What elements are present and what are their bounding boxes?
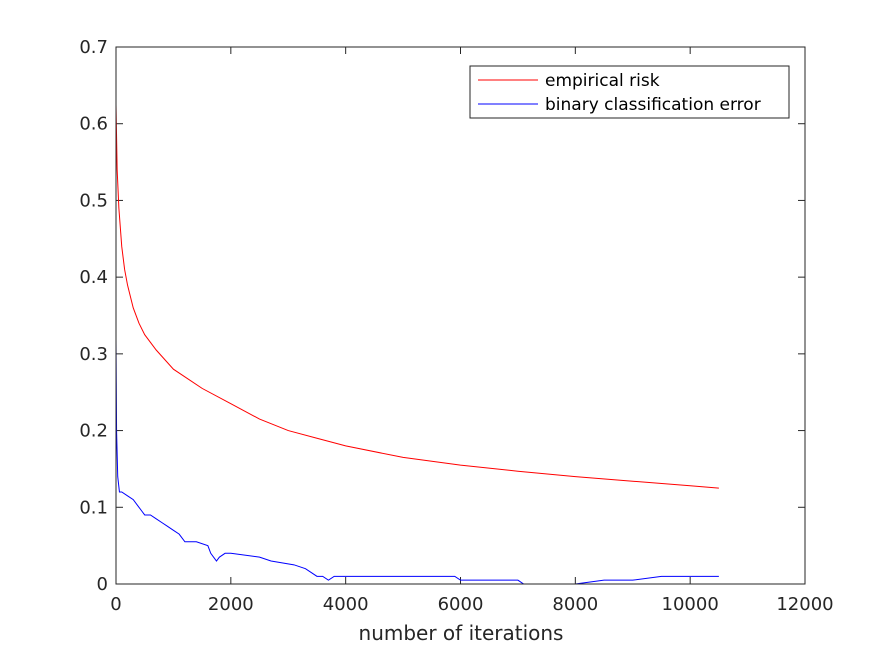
axis-ticks: 0 2000 4000 6000 8000 10000 12000 0 0.1 0.2 0.3 0.4… xyxy=(79,37,833,615)
x-tick-label: 6000 xyxy=(438,594,484,615)
y-tick-label: 0.1 xyxy=(79,497,108,518)
x-tick-label: 12000 xyxy=(776,594,833,615)
y-tick-label: 0.7 xyxy=(79,37,108,58)
x-tick-label: 0 xyxy=(110,594,121,615)
y-tick-label: 0.5 xyxy=(79,190,108,211)
x-tick-label: 4000 xyxy=(323,594,369,615)
x-axis-label: number of iterations xyxy=(359,621,564,645)
legend-label-empirical-risk: empirical risk xyxy=(545,71,660,91)
y-tick-label: 0.4 xyxy=(79,267,108,288)
y-tick-label: 0.2 xyxy=(79,421,108,442)
legend: empirical risk binary classification err… xyxy=(469,65,790,119)
series-line-binary-classification-error xyxy=(115,338,719,585)
plot-area xyxy=(115,46,806,585)
y-tick-label: 0.3 xyxy=(79,344,108,365)
x-tick-label: 2000 xyxy=(208,594,254,615)
y-tick-label: 0.6 xyxy=(79,114,108,135)
legend-label-binary-classification-error: binary classification error xyxy=(545,95,761,115)
series-line-empirical-risk xyxy=(115,104,719,489)
series-lines xyxy=(115,104,719,585)
y-tick-label: 0 xyxy=(97,574,108,595)
x-tick-label: 10000 xyxy=(662,594,719,615)
x-tick-label: 8000 xyxy=(552,594,598,615)
legend-box xyxy=(469,65,790,119)
